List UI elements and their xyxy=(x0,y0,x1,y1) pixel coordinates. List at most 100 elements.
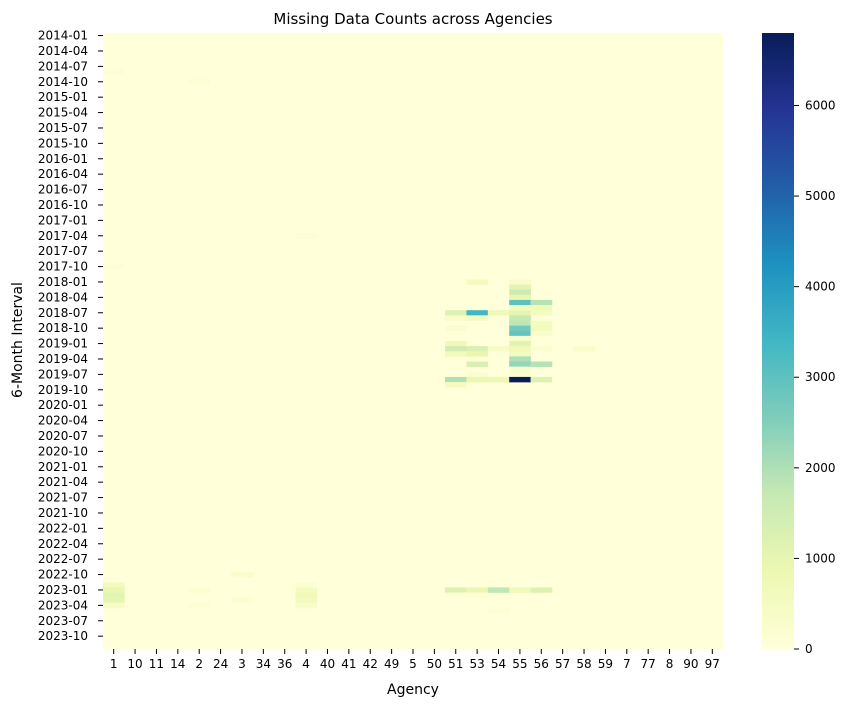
heatmap-cell xyxy=(466,315,489,321)
x-tick-label: 54 xyxy=(491,657,506,671)
y-tick-label: 2022-01 xyxy=(38,521,88,535)
y-tick-label: 2020-07 xyxy=(38,429,88,443)
heatmap-cell xyxy=(466,592,489,598)
heatmap-cell xyxy=(509,279,531,285)
heatmap-cell xyxy=(530,587,553,593)
x-tick-label: 97 xyxy=(705,657,720,671)
y-tick-label: 2016-07 xyxy=(38,183,88,197)
heatmap-cell xyxy=(509,299,531,306)
chart-title: Missing Data Counts across Agencies xyxy=(273,10,552,28)
x-tick-label: 41 xyxy=(341,657,356,671)
x-tick-label: 59 xyxy=(598,657,613,671)
y-tick-label: 2023-01 xyxy=(38,583,88,597)
y-tick-label: 2018-07 xyxy=(38,306,88,320)
heatmap-cell xyxy=(466,361,489,367)
x-tick-label: 4 xyxy=(302,657,310,671)
y-tick-label: 2014-07 xyxy=(38,59,88,73)
x-tick-label: 49 xyxy=(384,657,399,671)
heatmap-cell xyxy=(445,341,467,347)
y-tick-label: 2023-10 xyxy=(38,629,88,643)
heatmap-cell xyxy=(445,592,467,598)
x-tick-label: 34 xyxy=(256,657,271,671)
x-tick-label: 8 xyxy=(666,657,674,671)
heatmap-cell xyxy=(573,346,596,352)
heatmap-cell xyxy=(487,346,510,352)
colorbar-tick-label: 1000 xyxy=(805,551,836,565)
y-tick-label: 2023-07 xyxy=(38,614,88,628)
heatmap-cell xyxy=(445,351,467,357)
y-tick-label: 2021-01 xyxy=(38,460,88,474)
y-tick-label: 2016-01 xyxy=(38,152,88,166)
x-tick-label: 5 xyxy=(409,657,417,671)
y-tick-label: 2021-10 xyxy=(38,506,88,520)
y-axis-label: 6-Month Interval xyxy=(10,282,26,398)
x-tick-label: 90 xyxy=(683,657,698,671)
colorbar-tick-label: 6000 xyxy=(805,98,836,112)
heatmap-cell xyxy=(466,371,489,378)
heatmap-cell xyxy=(466,351,489,357)
x-tick-label: 3 xyxy=(238,657,246,671)
heatmap-cell xyxy=(445,310,467,316)
colorbar xyxy=(762,33,794,649)
heatmap-cell xyxy=(103,264,125,270)
heatmap-cell xyxy=(509,341,531,347)
x-tick-label: 24 xyxy=(213,657,228,671)
heatmap-cell xyxy=(509,294,531,301)
y-tick-label: 2021-07 xyxy=(38,491,88,505)
y-tick-label: 2019-10 xyxy=(38,383,88,397)
x-tick-label: 2 xyxy=(195,657,203,671)
y-tick-label: 2022-10 xyxy=(38,568,88,582)
heatmap-cell xyxy=(509,361,531,367)
y-tick-label: 2017-10 xyxy=(38,260,88,274)
heatmap-cell xyxy=(509,305,531,311)
y-tick-label: 2015-10 xyxy=(38,136,88,150)
heatmap-cell xyxy=(295,587,318,593)
y-tick-label: 2017-04 xyxy=(38,229,88,243)
y-tick-label: 2015-07 xyxy=(38,121,88,135)
heatmap-cell xyxy=(103,582,125,588)
y-tick-label: 2015-04 xyxy=(38,106,88,120)
heatmap-cell xyxy=(466,346,489,352)
heatmap-cell xyxy=(188,79,211,85)
x-tick-label: 77 xyxy=(641,657,656,671)
y-tick-label: 2022-04 xyxy=(38,537,88,551)
colorbar-tick-label: 3000 xyxy=(805,370,836,384)
y-tick-label: 2018-01 xyxy=(38,275,88,289)
heatmap-cell xyxy=(509,346,531,352)
x-axis-label: Agency xyxy=(387,682,439,698)
x-tick-label: 57 xyxy=(555,657,570,671)
heatmap-cell xyxy=(509,330,531,337)
heatmap-cell xyxy=(103,592,125,598)
heatmap-cell xyxy=(487,310,510,316)
heatmap-cell xyxy=(530,361,553,367)
heatmap-cell xyxy=(509,587,531,593)
heatmap-cell xyxy=(530,299,553,306)
x-tick-label: 56 xyxy=(534,657,549,671)
heatmap-cell xyxy=(295,592,318,598)
x-tick-label: 50 xyxy=(427,657,442,671)
heatmap-cell xyxy=(295,582,318,588)
y-tick-label: 2014-10 xyxy=(38,75,88,89)
heatmap-cell xyxy=(103,602,125,609)
y-tick-label: 2018-10 xyxy=(38,321,88,335)
x-tick-label: 42 xyxy=(363,657,378,671)
x-tick-label: 36 xyxy=(277,657,292,671)
heatmap-cell xyxy=(466,587,489,593)
heatmap-cell xyxy=(231,572,253,578)
y-tick-label: 2019-04 xyxy=(38,352,88,366)
heatmap-cell xyxy=(509,335,531,342)
heatmap-cell xyxy=(103,597,125,604)
y-tick-label: 2014-04 xyxy=(38,44,88,58)
heatmap-background xyxy=(103,33,723,649)
heatmap-cell xyxy=(530,346,553,352)
x-tick-label: 14 xyxy=(170,657,185,671)
y-tick-label: 2018-04 xyxy=(38,290,88,304)
y-tick-label: 2014-01 xyxy=(38,29,88,43)
heatmap-cell xyxy=(295,602,318,609)
y-tick-label: 2017-01 xyxy=(38,213,88,227)
colorbar-tick-label: 0 xyxy=(805,642,813,656)
heatmap-cell xyxy=(188,587,211,593)
heatmap-cell xyxy=(445,376,467,383)
heatmap-cell xyxy=(509,289,531,296)
